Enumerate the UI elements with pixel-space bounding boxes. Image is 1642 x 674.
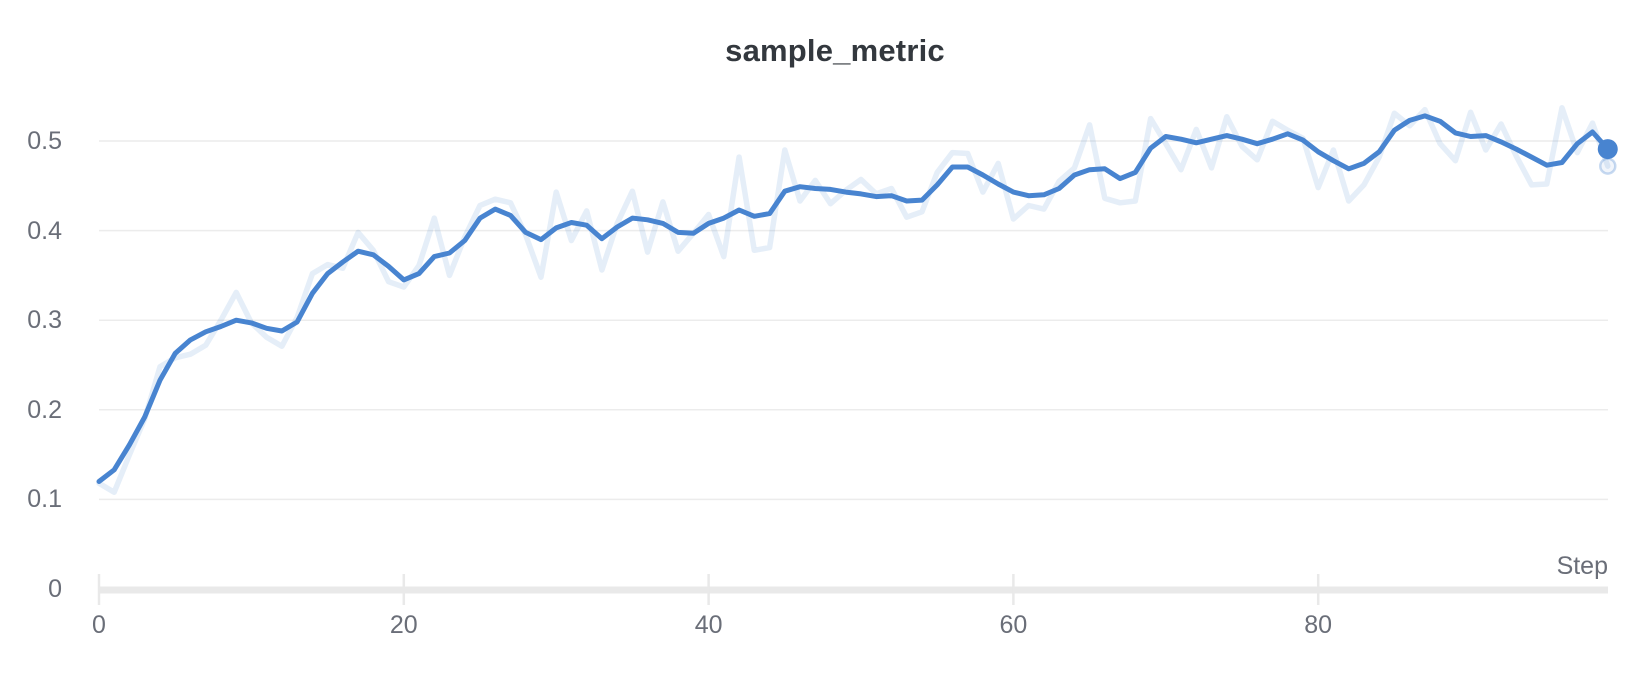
y-tick-label: 0.5: [27, 127, 62, 155]
x-axis-bar: [99, 586, 1608, 594]
x-tick-label: 80: [1304, 611, 1333, 639]
y-tick-label: 0.3: [27, 306, 62, 335]
x-axis-title: Step: [1556, 552, 1608, 580]
raw-series-line: [96, 105, 1611, 495]
raw-end-dot: [1599, 157, 1617, 175]
y-tick-label: 0: [48, 575, 62, 603]
chart-title: sample_metric: [725, 33, 945, 68]
x-tick-label: 0: [92, 611, 106, 639]
x-tick-label: 20: [389, 611, 418, 639]
series-end-dot: [1597, 139, 1618, 160]
y-tick-label: 0.2: [27, 395, 62, 424]
x-tick-label: 40: [694, 611, 723, 639]
x-tick-label: 60: [999, 611, 1028, 639]
smoothed-series-line: [96, 113, 1611, 484]
y-tick-label: 0.4: [27, 216, 62, 245]
y-tick-label: 0.1: [27, 485, 62, 514]
